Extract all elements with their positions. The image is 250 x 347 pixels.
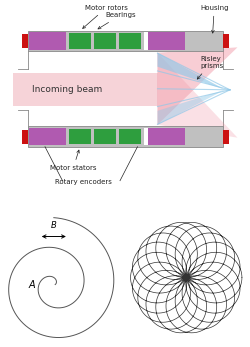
Bar bbox=[144, 128, 148, 145]
Bar bbox=[222, 34, 228, 48]
Text: Housing: Housing bbox=[200, 5, 228, 33]
Text: B: B bbox=[51, 221, 57, 230]
Text: Incoming beam: Incoming beam bbox=[32, 85, 103, 94]
Polygon shape bbox=[158, 47, 238, 125]
Bar bbox=[119, 33, 141, 49]
Text: Bearings: Bearings bbox=[98, 12, 136, 29]
Bar bbox=[29, 128, 66, 145]
Bar bbox=[12, 73, 158, 107]
Bar bbox=[22, 130, 28, 144]
Bar bbox=[28, 126, 222, 147]
Bar bbox=[148, 128, 185, 145]
Bar bbox=[69, 129, 91, 144]
Bar bbox=[144, 32, 148, 50]
Text: Motor stators: Motor stators bbox=[50, 150, 96, 171]
Bar bbox=[222, 130, 228, 144]
Bar bbox=[28, 31, 222, 51]
Text: Rotary encoders: Rotary encoders bbox=[55, 179, 112, 185]
Polygon shape bbox=[158, 53, 238, 138]
Bar bbox=[69, 33, 91, 49]
Bar bbox=[119, 129, 141, 144]
Bar bbox=[22, 34, 28, 48]
Text: A: A bbox=[29, 280, 35, 290]
Polygon shape bbox=[158, 53, 225, 90]
Text: Motor rotors: Motor rotors bbox=[83, 5, 128, 28]
Polygon shape bbox=[158, 90, 225, 125]
Bar bbox=[94, 33, 116, 49]
Bar bbox=[29, 32, 66, 50]
Bar bbox=[94, 129, 116, 144]
Bar bbox=[148, 32, 185, 50]
Text: Risley
prisms: Risley prisms bbox=[197, 56, 223, 79]
